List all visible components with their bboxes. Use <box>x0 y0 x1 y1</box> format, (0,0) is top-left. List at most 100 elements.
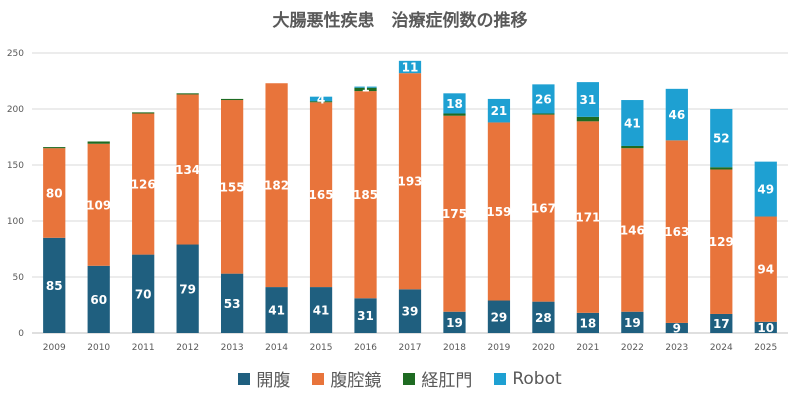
bar-segment <box>309 102 333 288</box>
bar-segment <box>487 98 511 123</box>
legend-item-transanal: 経肛門 <box>403 366 472 391</box>
data-label: 10 <box>757 321 774 335</box>
bar-segment <box>132 112 155 114</box>
bar-segment <box>621 100 644 146</box>
bar-segment <box>754 161 777 217</box>
x-tick-label: 2018 <box>443 343 466 353</box>
data-label: 60 <box>90 293 107 307</box>
bar-segment <box>176 93 199 95</box>
data-label: 85 <box>46 279 63 293</box>
data-label: 159 <box>486 205 511 219</box>
data-label: 39 <box>402 305 419 319</box>
bar-segment <box>532 113 555 115</box>
bar-segment <box>221 273 244 333</box>
legend-label-laparoscopic: 腹腔鏡 <box>330 371 382 391</box>
data-label: 31 <box>357 309 374 323</box>
bar-segment <box>443 115 466 312</box>
y-tick-label: 100 <box>7 217 24 227</box>
bar-segment <box>221 100 244 274</box>
data-label: 53 <box>224 297 241 311</box>
data-label: 185 <box>353 188 378 202</box>
data-label: 21 <box>491 104 508 118</box>
data-label: 19 <box>624 316 641 330</box>
data-label: 18 <box>580 316 597 330</box>
data-label: 126 <box>131 178 156 192</box>
legend-swatch-robot <box>494 372 507 385</box>
bar-segment <box>132 113 155 255</box>
x-tick-label: 2015 <box>310 343 333 353</box>
bar-segment <box>576 116 599 122</box>
bar-segment <box>487 122 511 301</box>
x-tick-label: 2022 <box>621 343 644 353</box>
bar-segment <box>265 83 288 288</box>
bar-segment <box>576 121 599 313</box>
bar-segment <box>443 93 466 114</box>
x-tick-label: 2010 <box>87 343 110 353</box>
x-tick-label: 2025 <box>754 343 777 353</box>
y-tick-label: 50 <box>13 273 25 283</box>
data-label: 163 <box>664 225 689 239</box>
legend-item-open: 開腹 <box>238 366 290 391</box>
bar-segment <box>710 167 733 170</box>
bar-segment <box>87 141 110 144</box>
x-tick-label: 2020 <box>532 343 555 353</box>
data-label: 29 <box>491 310 508 324</box>
legend-item-laparoscopic: 腹腔鏡 <box>312 366 381 391</box>
data-label: 18 <box>446 97 463 111</box>
x-tick-label: 2012 <box>176 343 199 353</box>
bar-segment <box>621 148 644 312</box>
data-label: 26 <box>535 92 552 106</box>
bar-segment <box>354 87 377 92</box>
data-label: 182 <box>264 179 289 193</box>
bar-segment <box>665 88 688 141</box>
bar-segment <box>710 109 733 168</box>
bar-segment <box>265 287 288 333</box>
bar-segment <box>43 148 66 238</box>
data-label: 155 <box>220 180 245 194</box>
legend-swatch-open <box>238 372 251 385</box>
data-label: 129 <box>709 235 734 249</box>
data-label: 41 <box>624 117 641 131</box>
bar-segment <box>532 114 555 302</box>
bar-segment <box>576 312 599 333</box>
bar-segment <box>443 311 466 333</box>
y-tick-label: 150 <box>7 161 24 171</box>
bar-segment <box>710 313 733 333</box>
data-label: 79 <box>179 282 196 296</box>
data-label: 175 <box>442 207 467 221</box>
legend-label-transanal: 経肛門 <box>421 371 473 391</box>
data-label: 41 <box>268 304 285 318</box>
bar-segment <box>665 322 688 333</box>
data-label: 31 <box>580 93 597 107</box>
data-label: 1 <box>361 81 369 95</box>
bar-segment <box>754 216 777 322</box>
legend-swatch-transanal <box>403 372 416 385</box>
x-tick-label: 2009 <box>43 343 66 353</box>
data-label: 146 <box>620 223 645 237</box>
bar-segment <box>710 169 733 314</box>
data-label: 28 <box>535 311 552 325</box>
data-label: 109 <box>86 198 111 212</box>
data-label: 41 <box>313 304 330 318</box>
bar-segment <box>487 300 511 333</box>
bar-segment <box>532 301 555 333</box>
y-tick-label: 250 <box>7 49 24 59</box>
x-tick-label: 2023 <box>665 343 688 353</box>
data-label: 94 <box>757 263 774 277</box>
bar-segment <box>43 147 66 149</box>
bar-segment <box>176 244 199 333</box>
bar-segment <box>621 145 644 149</box>
bar-segment <box>621 311 644 333</box>
data-label: 11 <box>402 61 419 75</box>
bar-segment <box>443 113 466 116</box>
bar-segment <box>576 82 599 117</box>
data-label: 193 <box>397 175 422 189</box>
x-tick-label: 2021 <box>576 343 599 353</box>
bar-segment <box>309 287 333 333</box>
data-label: 17 <box>713 317 730 331</box>
bar-segment <box>354 298 377 333</box>
x-tick-label: 2013 <box>221 343 244 353</box>
data-label: 46 <box>668 108 685 122</box>
legend-item-robot: Robot <box>494 366 562 391</box>
data-label: 80 <box>46 187 63 201</box>
